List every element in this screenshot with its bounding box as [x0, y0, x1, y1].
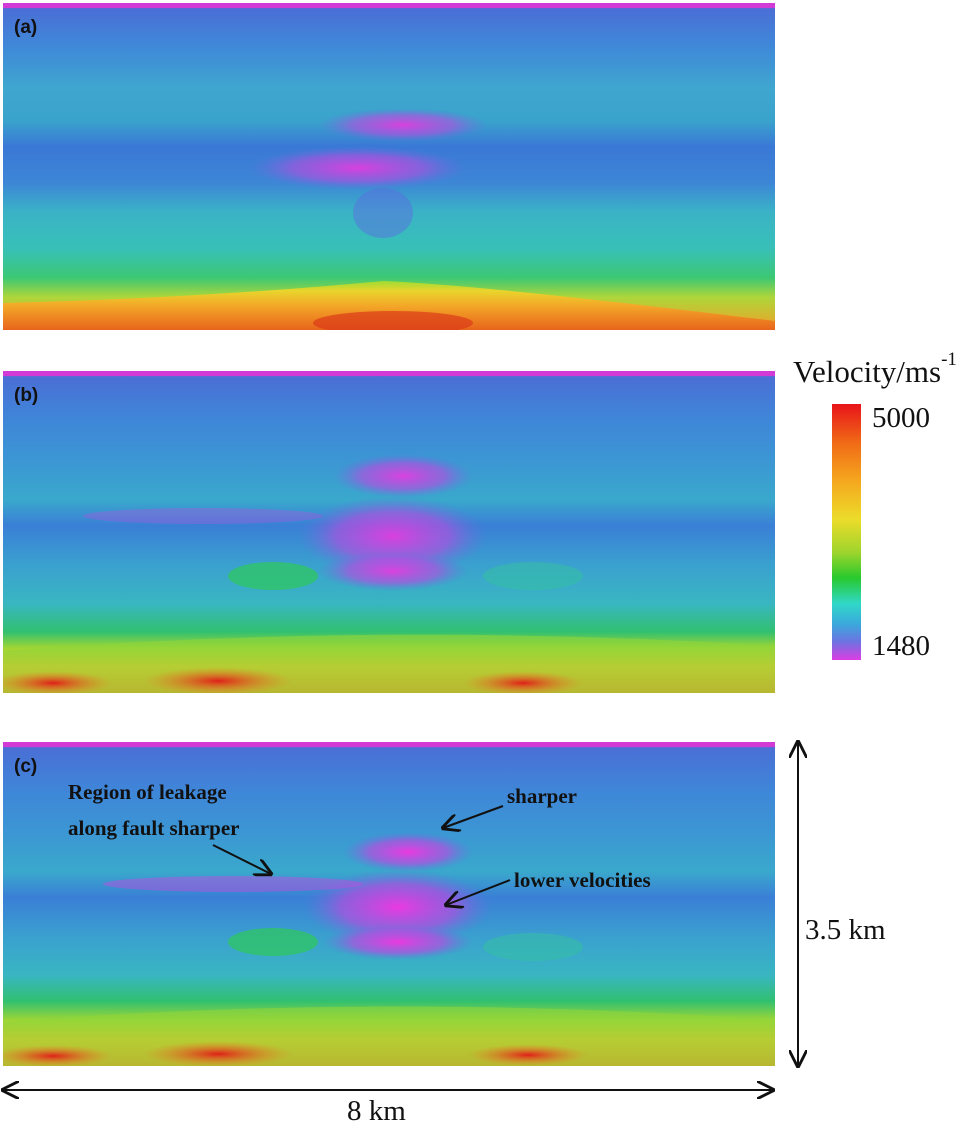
velocity-image-a	[3, 3, 775, 330]
annotation-leakage-line2: along fault sharper	[68, 816, 240, 840]
velocity-panel-a: (a)	[3, 3, 775, 330]
colorbar-title: Velocity/ms-1	[793, 349, 957, 390]
annotation-lower-velocities: lower velocities	[514, 868, 651, 892]
width-dimension-label: 8 km	[347, 1095, 406, 1127]
colorbar-title-text: Velocity/ms	[793, 354, 942, 389]
panel-label-c: (c)	[14, 756, 38, 777]
panel-label-a: (a)	[14, 17, 38, 38]
depth-dimension-label: 3.5 km	[805, 914, 886, 946]
velocity-image-b	[3, 371, 775, 693]
panel-label-b: (b)	[14, 385, 39, 406]
annotation-leakage-line1: Region of leakage	[68, 780, 227, 804]
velocity-panel-c: (c)	[3, 742, 775, 1066]
colorbar-min-label: 1480	[872, 630, 930, 662]
velocity-image-c	[3, 742, 775, 1066]
velocity-panel-b: (b)	[3, 371, 775, 693]
annotation-sharper: sharper	[507, 784, 577, 808]
colorbar-title-superscript: -1	[941, 348, 957, 370]
colorbar-max-label: 5000	[872, 402, 930, 434]
colorbar-scale	[832, 404, 861, 660]
